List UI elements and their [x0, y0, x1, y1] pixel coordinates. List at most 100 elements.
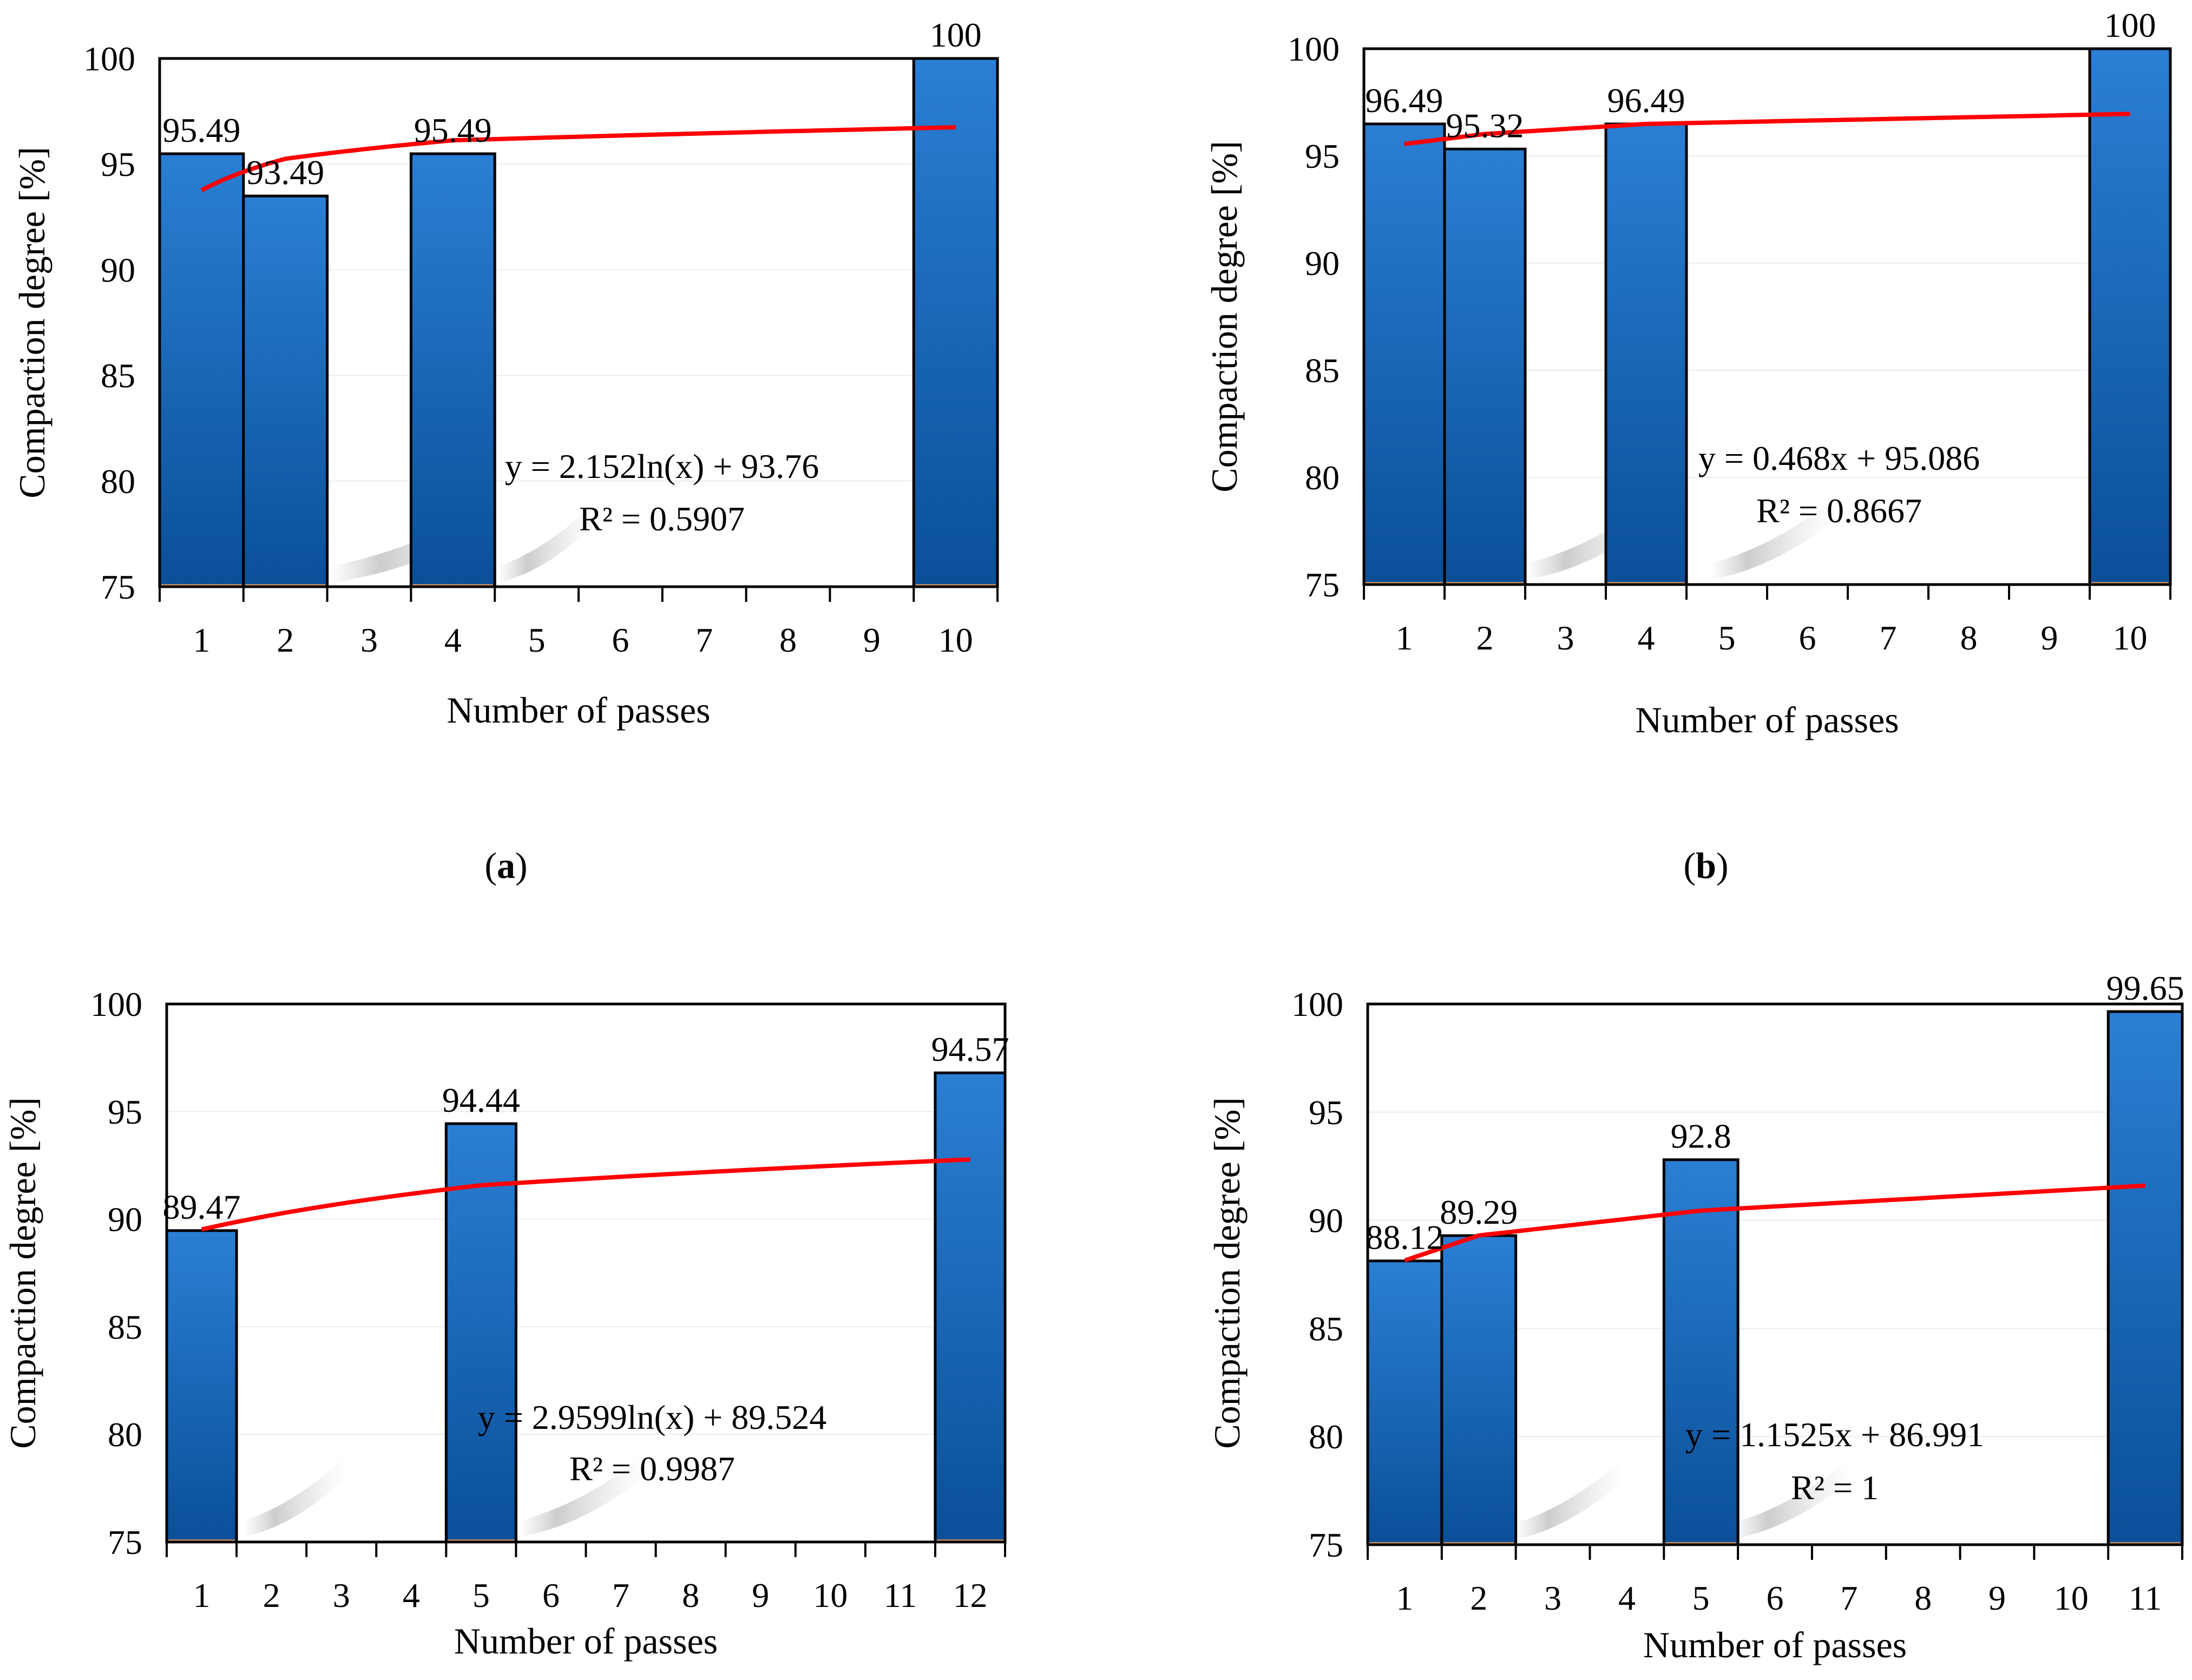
bar-c-1 — [165, 1229, 238, 1544]
x-tick-label: 6 — [612, 621, 629, 659]
shadow-streak — [520, 1455, 644, 1537]
bar-a-10 — [912, 57, 999, 588]
trendline-c — [201, 1157, 970, 1232]
y-tick-label: 75 — [1305, 566, 1340, 604]
x-tick-label: 10 — [2113, 619, 2148, 657]
x-tick-label: 4 — [1638, 619, 1655, 657]
bar-c-12 — [934, 1071, 1007, 1544]
x-tick-label: 3 — [1544, 1579, 1561, 1617]
x-tick-label: 6 — [1767, 1579, 1784, 1617]
bar-b-4 — [1604, 122, 1688, 586]
shadow-streak — [1515, 1458, 1624, 1540]
trend-r-squared: R² = 1 — [1791, 1468, 1879, 1507]
y-tick-label: 85 — [101, 357, 135, 395]
x-tick-label: 1 — [1396, 619, 1413, 657]
data-label: 96.49 — [1366, 81, 1443, 120]
data-label: 94.57 — [931, 1030, 1009, 1068]
x-tick-label: 10 — [939, 621, 973, 659]
y-axis-title: Compaction degree [%] — [1206, 1097, 1248, 1449]
x-tick-label: 8 — [1914, 1579, 1932, 1617]
y-tick-label: 85 — [108, 1308, 142, 1346]
x-tick-label: 5 — [472, 1576, 490, 1615]
x-tick-label: 8 — [1960, 619, 1978, 657]
y-tick-label: 95 — [1305, 137, 1340, 175]
data-label: 95.49 — [162, 111, 240, 149]
y-axis-title: Compaction degree [%] — [11, 147, 52, 498]
y-tick-label: 100 — [83, 40, 135, 78]
shadow-streak — [1526, 498, 1656, 580]
data-label: 89.47 — [163, 1188, 241, 1226]
x-tick-label: 7 — [695, 621, 713, 659]
x-tick-label: 9 — [752, 1576, 769, 1615]
x-tick-label: 2 — [277, 621, 294, 659]
y-tick-label: 90 — [1309, 1202, 1343, 1240]
bar-d-1 — [1366, 1259, 1443, 1546]
x-tick-label: 4 — [403, 1576, 420, 1615]
bar-b-10 — [2088, 47, 2172, 586]
x-tick-label: 9 — [1988, 1579, 2006, 1617]
x-axis-title: Number of passes — [1635, 699, 1899, 740]
x-tick-label: 2 — [1476, 619, 1494, 657]
x-tick-label: 11 — [884, 1576, 917, 1615]
x-tick-label: 6 — [542, 1576, 560, 1615]
y-axis-title: Compaction degree [%] — [1204, 141, 1245, 493]
shadow-streak — [1732, 1458, 1851, 1540]
y-tick-label: 90 — [108, 1200, 142, 1239]
x-tick-label: 9 — [863, 621, 881, 659]
shadow-streak — [498, 501, 595, 583]
x-tick-label: 2 — [263, 1576, 280, 1615]
shadow-streak — [1710, 498, 1835, 580]
x-tick-label: 8 — [779, 621, 797, 659]
data-label: 94.44 — [442, 1081, 520, 1119]
x-tick-label: 5 — [1692, 1579, 1710, 1617]
y-axis-title: Compaction degree [%] — [2, 1097, 43, 1449]
bar-d-11 — [2106, 1010, 2184, 1546]
panel-label-a: (a) — [484, 845, 528, 886]
data-label: 96.49 — [1607, 81, 1685, 120]
trend-r-squared: R² = 0.8667 — [1756, 491, 1922, 530]
x-tick-label: 3 — [360, 621, 378, 659]
x-tick-label: 3 — [1557, 619, 1574, 657]
y-tick-label: 75 — [108, 1523, 142, 1561]
data-label: 95.32 — [1446, 106, 1524, 145]
x-tick-label: 4 — [1618, 1579, 1636, 1617]
x-tick-label: 7 — [1880, 619, 1897, 657]
bar-d-2 — [1440, 1234, 1518, 1546]
x-tick-label: 5 — [528, 621, 546, 659]
y-tick-label: 95 — [101, 145, 135, 183]
x-axis-title: Number of passes — [454, 1620, 718, 1662]
y-tick-label: 85 — [1305, 351, 1340, 390]
x-tick-label: 6 — [1799, 619, 1816, 657]
trend-equation: y = 2.152ln(x) + 93.76 — [505, 447, 819, 485]
y-tick-label: 100 — [1291, 985, 1343, 1023]
y-tick-label: 80 — [1305, 458, 1340, 497]
y-tick-label: 90 — [1305, 244, 1340, 283]
x-tick-label: 12 — [953, 1576, 987, 1615]
x-tick-label: 11 — [2129, 1579, 2162, 1617]
x-tick-label: 7 — [1840, 1579, 1858, 1617]
x-tick-label: 3 — [333, 1576, 350, 1615]
data-label: 100 — [2104, 6, 2156, 44]
y-tick-label: 95 — [108, 1093, 142, 1131]
y-tick-label: 100 — [1288, 30, 1340, 68]
x-tick-label: 2 — [1470, 1579, 1487, 1617]
x-tick-label: 1 — [193, 621, 210, 659]
trendline-d — [1404, 1183, 2145, 1263]
bar-b-1 — [1362, 122, 1446, 586]
data-label: 100 — [930, 16, 982, 54]
trend-equation: y = 2.9599ln(x) + 89.524 — [478, 1398, 827, 1436]
shadow-streak — [244, 1455, 346, 1537]
x-tick-label: 1 — [1396, 1579, 1413, 1617]
y-tick-label: 90 — [101, 251, 135, 289]
x-tick-label: 7 — [612, 1576, 629, 1615]
data-label: 88.12 — [1366, 1218, 1443, 1257]
x-axis-title: Number of passes — [447, 690, 710, 731]
x-tick-label: 10 — [813, 1576, 848, 1615]
y-tick-label: 85 — [1309, 1309, 1343, 1348]
y-tick-label: 100 — [90, 985, 142, 1023]
data-label: 93.49 — [246, 153, 324, 192]
